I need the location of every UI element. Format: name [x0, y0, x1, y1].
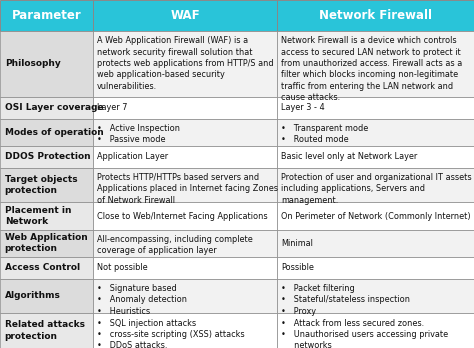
Text: Related attacks
protection: Related attacks protection: [5, 321, 85, 341]
Bar: [93, 119, 277, 146]
Text: Algorithms: Algorithms: [5, 292, 61, 300]
Bar: [93, 0, 277, 31]
Text: WAF: WAF: [171, 9, 200, 22]
Text: Placement in
Network: Placement in Network: [5, 206, 71, 226]
Text: Protection of user and organizational IT assets
including applications, Servers : Protection of user and organizational IT…: [281, 173, 472, 205]
Text: •   Signature based
•   Anomaly detection
•   Heuristics: • Signature based • Anomaly detection • …: [97, 284, 187, 316]
Text: Not possible: Not possible: [97, 263, 148, 272]
Text: OSI Layer coverage: OSI Layer coverage: [5, 103, 103, 112]
Bar: [277, 257, 474, 279]
Text: Parameter: Parameter: [12, 9, 82, 22]
Bar: [277, 119, 474, 146]
Text: •   Active Inspection
•   Passive mode: • Active Inspection • Passive mode: [97, 124, 180, 144]
Bar: [277, 279, 474, 313]
Bar: [0, 146, 93, 168]
Text: Network Firewall is a device which controls
access to secured LAN network to pro: Network Firewall is a device which contr…: [281, 36, 462, 102]
Bar: [93, 146, 277, 168]
Bar: [0, 313, 93, 348]
Bar: [277, 146, 474, 168]
Bar: [93, 257, 277, 279]
Bar: [277, 313, 474, 348]
Text: Layer 3 - 4: Layer 3 - 4: [281, 103, 325, 112]
Bar: [0, 97, 93, 119]
Bar: [0, 168, 93, 203]
Bar: [277, 230, 474, 257]
Text: Philosophy: Philosophy: [5, 60, 61, 69]
Bar: [277, 203, 474, 230]
Text: •   Attack from less secured zones.
•   Unauthorised users accessing private
   : • Attack from less secured zones. • Unau…: [281, 318, 448, 348]
Bar: [277, 168, 474, 203]
Text: Target objects
protection: Target objects protection: [5, 175, 77, 195]
Text: Application Layer: Application Layer: [97, 152, 168, 161]
Text: All-encompassing, including complete
coverage of application layer: All-encompassing, including complete cov…: [97, 235, 253, 255]
Text: Modes of operation: Modes of operation: [5, 128, 103, 137]
Bar: [277, 97, 474, 119]
Text: Possible: Possible: [281, 263, 314, 272]
Text: Network Firewall: Network Firewall: [319, 9, 432, 22]
Bar: [0, 203, 93, 230]
Bar: [0, 279, 93, 313]
Text: Close to Web/Internet Facing Applications: Close to Web/Internet Facing Application…: [97, 212, 268, 221]
Bar: [277, 31, 474, 97]
Bar: [0, 119, 93, 146]
Bar: [0, 31, 93, 97]
Text: DDOS Protection: DDOS Protection: [5, 152, 91, 161]
Text: Minimal: Minimal: [281, 239, 313, 248]
Bar: [93, 31, 277, 97]
Bar: [93, 168, 277, 203]
Bar: [0, 0, 93, 31]
Text: Web Application
protection: Web Application protection: [5, 233, 88, 253]
Text: Layer 7: Layer 7: [97, 103, 128, 112]
Bar: [93, 313, 277, 348]
Bar: [0, 257, 93, 279]
Text: •   SQL injection attacks
•   cross-site scripting (XSS) attacks
•   DDoS attack: • SQL injection attacks • cross-site scr…: [97, 318, 245, 348]
Bar: [277, 0, 474, 31]
Bar: [0, 230, 93, 257]
Text: On Perimeter of Network (Commonly Internet): On Perimeter of Network (Commonly Intern…: [281, 212, 471, 221]
Text: Basic level only at Network Layer: Basic level only at Network Layer: [281, 152, 417, 161]
Bar: [93, 230, 277, 257]
Bar: [93, 279, 277, 313]
Text: •   Packet filtering
•   Stateful/stateless inspection
•   Proxy: • Packet filtering • Stateful/stateless …: [281, 284, 410, 316]
Text: A Web Application Firewall (WAF) is a
network security firewall solution that
pr: A Web Application Firewall (WAF) is a ne…: [97, 36, 274, 91]
Text: Protects HTTP/HTTPs based servers and
Applications placed in Internet facing Zon: Protects HTTP/HTTPs based servers and Ap…: [97, 173, 278, 205]
Bar: [93, 203, 277, 230]
Text: Access Control: Access Control: [5, 263, 80, 272]
Bar: [93, 97, 277, 119]
Text: •   Transparent mode
•   Routed mode: • Transparent mode • Routed mode: [281, 124, 368, 144]
